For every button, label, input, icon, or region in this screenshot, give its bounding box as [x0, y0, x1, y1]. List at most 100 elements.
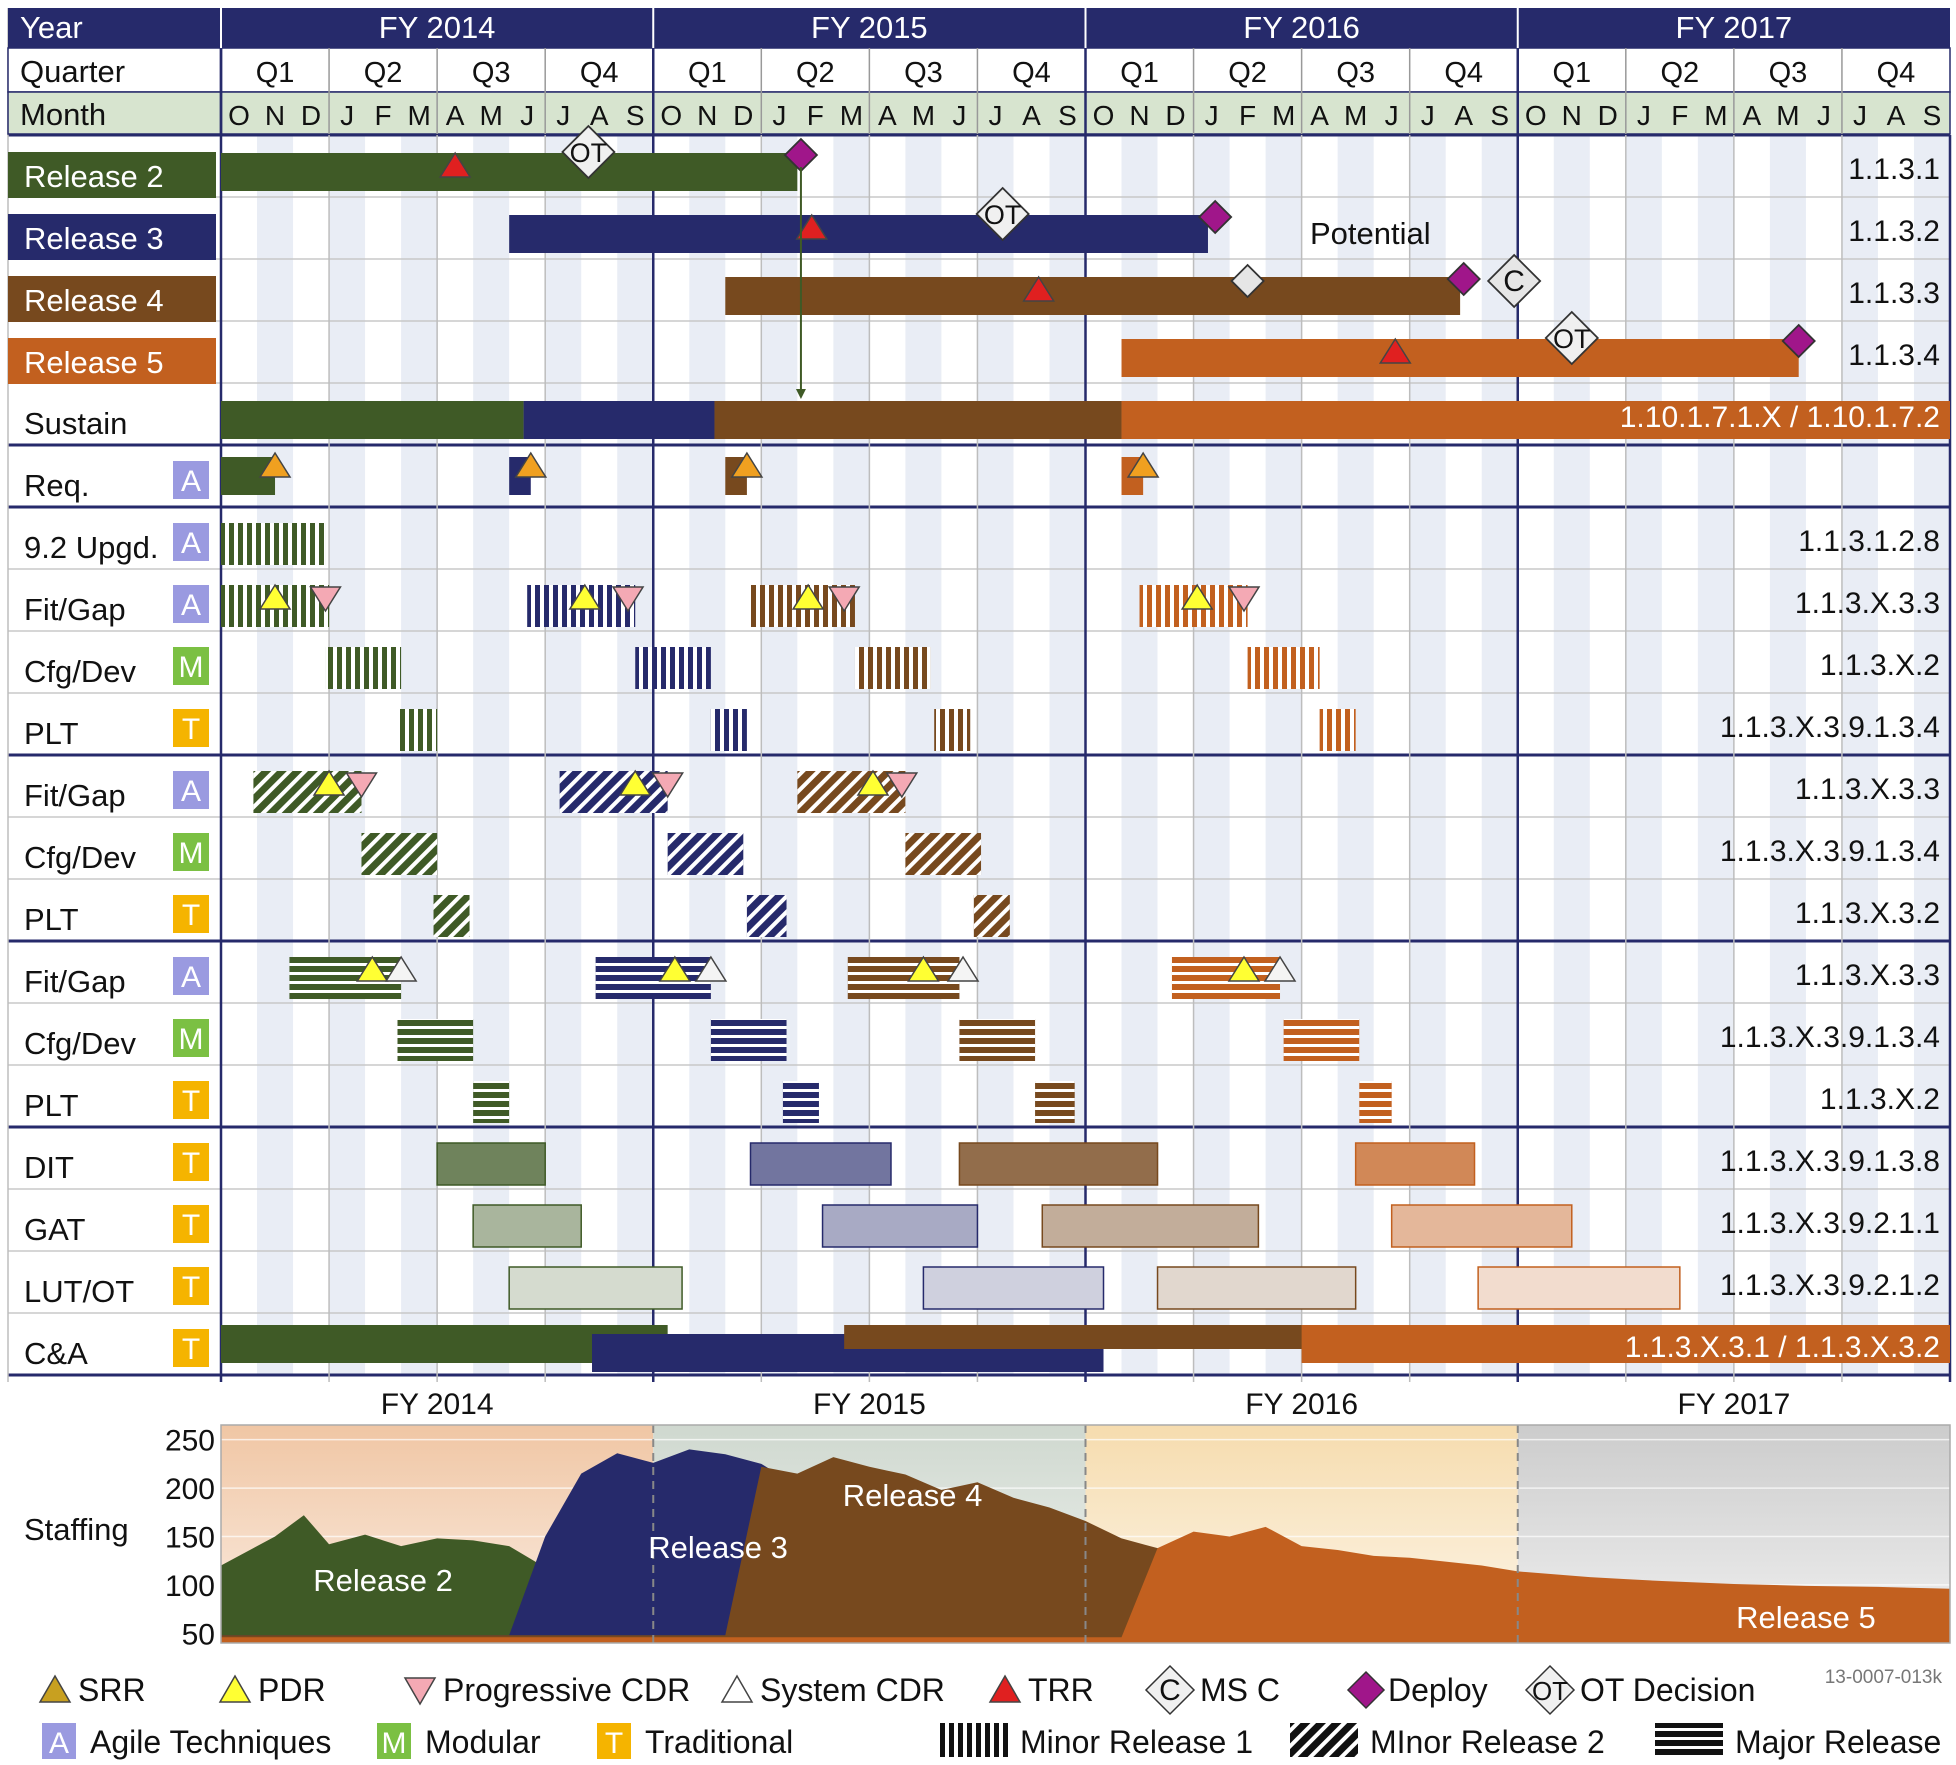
- month-header: D: [733, 100, 753, 131]
- technique-badge: [173, 461, 209, 499]
- quarter-header: Q1: [1120, 57, 1159, 89]
- row-2: Release 3 Potential OT 1.1.3.2: [8, 186, 1940, 260]
- row-14: Fit/Gap A 1.1.3.X.3.3: [24, 955, 1940, 999]
- task-bar-pattern: [905, 833, 982, 875]
- staffing-series-label: Release 3: [648, 1530, 788, 1565]
- staffing-frame: [220, 1424, 1951, 1644]
- wbs-code: 1.1.3.3: [1848, 277, 1940, 310]
- month-header: S: [1490, 100, 1509, 131]
- month-header: J: [1637, 100, 1651, 131]
- row-label: 9.2 Upgd.: [24, 530, 158, 565]
- task-bar: [1156, 1266, 1357, 1310]
- year-band: [8, 8, 1950, 48]
- wbs-code: 1.1.3.X.3.9.1.3.4: [1720, 835, 1940, 868]
- task-bar: [436, 1142, 546, 1186]
- system-cdr-milestone: [384, 955, 418, 982]
- release-label-box: [8, 214, 216, 260]
- month-header: J: [1205, 100, 1219, 131]
- release-label-box: [8, 152, 216, 198]
- row-label: Fit/Gap: [24, 592, 126, 627]
- row-6: Req. A: [24, 451, 1160, 503]
- month-header: J: [988, 100, 1002, 131]
- technique-badge-letter: A: [181, 527, 201, 560]
- staffing-year-label: FY 2014: [381, 1388, 494, 1421]
- month-header: M: [479, 100, 502, 131]
- quarter-header: Q2: [1661, 57, 1700, 89]
- technique-badge: [173, 1019, 209, 1057]
- task-bar: [1390, 1204, 1573, 1248]
- technique-badge-letter: T: [182, 713, 200, 746]
- row-label: C&A: [24, 1336, 88, 1371]
- technique-badge: [173, 957, 209, 995]
- task-bar: [1121, 401, 1950, 439]
- ms-c-milestone: [1230, 263, 1265, 299]
- system-cdr-milestone: [1263, 955, 1297, 982]
- wbs-code: 1.1.3.X.3.9.2.1.1: [1720, 1207, 1940, 1240]
- legend-label: Progressive CDR: [443, 1672, 690, 1708]
- month-header: M: [840, 100, 863, 131]
- deploy-milestone: [1197, 199, 1233, 235]
- task-bar-pattern: [854, 647, 931, 689]
- legend-label: SRR: [78, 1672, 146, 1708]
- technique-badge: [173, 647, 209, 685]
- legend-box: [42, 1723, 76, 1759]
- task-bar: [221, 401, 524, 439]
- legend-symbol: [720, 1674, 754, 1703]
- wbs-code: 1.1.3.2: [1848, 215, 1940, 248]
- task-bar-pattern: [397, 1019, 474, 1061]
- task-bar-pattern: [973, 895, 1010, 937]
- staffing-year-label: FY 2017: [1677, 1388, 1790, 1421]
- legend-symbol: [218, 1674, 252, 1703]
- technique-badge-letter: M: [179, 651, 204, 684]
- technique-badge: [173, 1143, 209, 1181]
- progressive-cdr-milestone: [309, 586, 342, 613]
- legend-label: OT Decision: [1580, 1672, 1755, 1708]
- month-header: F: [1671, 100, 1688, 131]
- task-bar-pattern: [559, 771, 668, 813]
- task-bar-pattern: [1035, 1081, 1075, 1123]
- month-header: M: [1272, 100, 1295, 131]
- pdr-milestone: [856, 769, 890, 796]
- task-bar-pattern: [1283, 1019, 1360, 1061]
- pdr-milestone: [618, 769, 652, 796]
- quarter-header: Q4: [1877, 57, 1916, 89]
- row-label: GAT: [24, 1212, 85, 1247]
- quarter-header: Q2: [796, 57, 835, 89]
- row-8: Fit/Gap A 1.1.3.X.3.3: [24, 583, 1940, 627]
- legend-label: Modular: [425, 1724, 541, 1760]
- month-header: J: [1385, 100, 1399, 131]
- task-bar-pattern: [595, 957, 711, 999]
- pdr-milestone: [791, 583, 825, 610]
- pdr-milestone: [568, 583, 602, 610]
- legend-label: Agile Techniques: [90, 1724, 331, 1760]
- task-bar: [472, 1204, 582, 1248]
- wbs-code: 1.1.3.4: [1848, 339, 1940, 372]
- ot-decision-milestone: [975, 186, 1030, 242]
- month-header: A: [878, 100, 897, 131]
- month-header: M: [407, 100, 430, 131]
- technique-badge: [173, 1267, 209, 1305]
- row-17: DIT T 1.1.3.X.3.9.1.3.8: [24, 1142, 1940, 1186]
- deploy-milestone: [1446, 261, 1481, 297]
- quarter-label: Quarter: [20, 54, 125, 89]
- timeline-header: Year Quarter Month FY 2014 FY 2015 FY 2016 FY …: [7, 8, 1951, 135]
- task-bar: [1121, 339, 1799, 377]
- quarter-band: [7, 47, 1951, 93]
- row-label: Release 4: [24, 283, 164, 318]
- row-label: PLT: [24, 716, 79, 751]
- row-label: LUT/OT: [24, 1274, 134, 1309]
- month-header: S: [1923, 100, 1942, 131]
- year-header: FY 2017: [1676, 10, 1793, 45]
- task-rows: Release 2 OT 1.1.3.1 Release 3 Potential OT 1.…: [8, 124, 1950, 1372]
- row-label: Sustain: [24, 406, 127, 441]
- month-header: D: [1598, 100, 1618, 131]
- wbs-code: 1.1.3.1.2.8: [1798, 525, 1940, 558]
- staffing-series-label: Release 2: [313, 1563, 453, 1598]
- technique-badge: [173, 833, 209, 871]
- row-18: GAT T 1.1.3.X.3.9.2.1.1: [24, 1204, 1940, 1248]
- technique-badge-letter: A: [181, 961, 201, 994]
- month-header: O: [228, 100, 250, 131]
- month-header: J: [340, 100, 354, 131]
- technique-badge: [173, 771, 209, 809]
